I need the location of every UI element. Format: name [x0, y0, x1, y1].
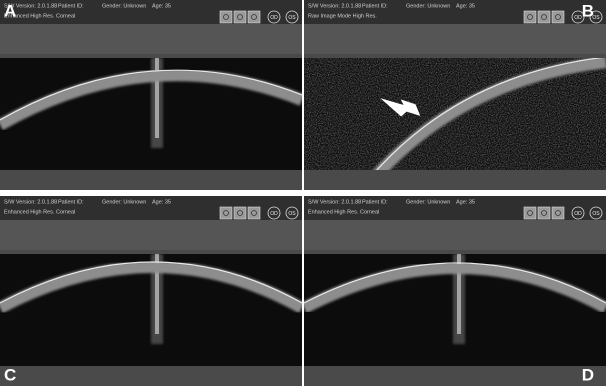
button-icon: [223, 14, 229, 20]
cornea-band: [0, 261, 302, 314]
toolbar-button[interactable]: [537, 206, 551, 220]
button-icon: [527, 14, 533, 20]
toolbar-button[interactable]: [551, 206, 565, 220]
button-icon: [541, 210, 547, 216]
screenshot-panel: S/W Version: 2.0.1.88 Patient ID: Gender: …: [304, 0, 606, 190]
gender-label: Gender: Unknown: [102, 199, 146, 205]
eye-selector[interactable]: [589, 206, 603, 220]
cornea-layer: [0, 254, 302, 344]
panel-letter: B: [582, 1, 594, 20]
eye-label: OS: [592, 15, 600, 21]
version-label: S/W Version: 2.0.1.88: [308, 3, 361, 9]
version-label: S/W Version: 2.0.1.88: [4, 199, 57, 205]
eye-label: OD: [574, 211, 582, 217]
gender-label: Gender: Unknown: [102, 3, 146, 9]
toolbar-band: [0, 220, 302, 250]
eye-selector[interactable]: [285, 10, 299, 24]
button-icon: [527, 210, 533, 216]
mode-label: Enhanced High Res. Corneal: [308, 209, 379, 215]
age-label: Age: 35: [152, 199, 171, 205]
eye-selector[interactable]: [571, 10, 585, 24]
button-icon: [541, 14, 547, 20]
toolbar-button[interactable]: [537, 10, 551, 24]
cornea-layer: [304, 254, 606, 344]
eye-selector[interactable]: [267, 206, 281, 220]
mode-label: Enhanced High Res. Corneal: [4, 13, 75, 19]
toolbar-button[interactable]: [219, 206, 233, 220]
toolbar-button[interactable]: [523, 206, 537, 220]
toolbar-button[interactable]: [233, 206, 247, 220]
eye-selector[interactable]: [589, 10, 603, 24]
age-label: Age: 35: [456, 3, 475, 9]
toolbar-button[interactable]: [247, 206, 261, 220]
eye-label: OS: [288, 15, 296, 21]
eye-label: OS: [592, 211, 600, 217]
cornea-band: [304, 262, 606, 314]
cornea-layer: [0, 58, 302, 148]
eye-label: OS: [288, 211, 296, 217]
toolbar-button[interactable]: [233, 10, 247, 24]
panel-letter: A: [4, 1, 16, 20]
button-icon: [555, 210, 561, 216]
mode-label: Raw Image Mode High Res.: [308, 13, 377, 19]
screenshot-panel: S/W Version: 2.0.1.88 Patient ID: Gender: …: [304, 196, 606, 386]
toolbar-band: [0, 24, 302, 54]
patient-label: Patient ID:: [362, 3, 388, 9]
gender-label: Gender: Unknown: [406, 199, 450, 205]
button-icon: [555, 14, 561, 20]
button-icon: [251, 210, 257, 216]
eye-label: OD: [574, 15, 582, 21]
age-label: Age: 35: [152, 3, 171, 9]
screenshot-panel: S/W Version: 2.0.1.88 Patient ID: Gender: …: [0, 196, 302, 386]
eye-selector[interactable]: [571, 206, 585, 220]
cornea-surface: [0, 261, 302, 304]
cornea-layer: [373, 58, 606, 170]
panel-letter: D: [582, 365, 594, 384]
cornea-band: [0, 69, 302, 131]
toolbar-band: [304, 220, 606, 250]
toolbar-button[interactable]: [523, 10, 537, 24]
patient-label: Patient ID:: [58, 199, 84, 205]
eye-selector[interactable]: [285, 206, 299, 220]
cornea-surface: [376, 58, 604, 170]
button-icon: [251, 14, 257, 20]
toolbar-button[interactable]: [551, 10, 565, 24]
patient-label: Patient ID:: [362, 199, 388, 205]
eye-label: OD: [270, 15, 278, 21]
toolbar-band: [304, 24, 606, 54]
panel-letter: C: [4, 365, 16, 384]
button-icon: [237, 210, 243, 216]
button-icon: [223, 210, 229, 216]
patient-label: Patient ID:: [58, 3, 84, 9]
mode-label: Enhanced High Res. Corneal: [4, 209, 75, 215]
eye-label: OD: [270, 211, 278, 217]
toolbar-button[interactable]: [219, 10, 233, 24]
screenshot-panel: S/W Version: 2.0.1.88 Patient ID: Gender: …: [0, 0, 302, 190]
gender-label: Gender: Unknown: [406, 3, 450, 9]
reflection-core: [457, 254, 461, 334]
cornea-band: [373, 58, 606, 170]
toolbar-button[interactable]: [247, 10, 261, 24]
cornea-surface: [304, 262, 606, 304]
cornea-surface: [0, 69, 302, 121]
age-label: Age: 35: [456, 199, 475, 205]
reflection-core: [155, 58, 159, 138]
version-label: S/W Version: 2.0.1.88: [308, 199, 361, 205]
eye-selector[interactable]: [267, 10, 281, 24]
version-label: S/W Version: 2.0.1.88: [4, 3, 57, 9]
arrow-indicator: [380, 98, 421, 117]
reflection-core: [155, 254, 159, 334]
button-icon: [237, 14, 243, 20]
